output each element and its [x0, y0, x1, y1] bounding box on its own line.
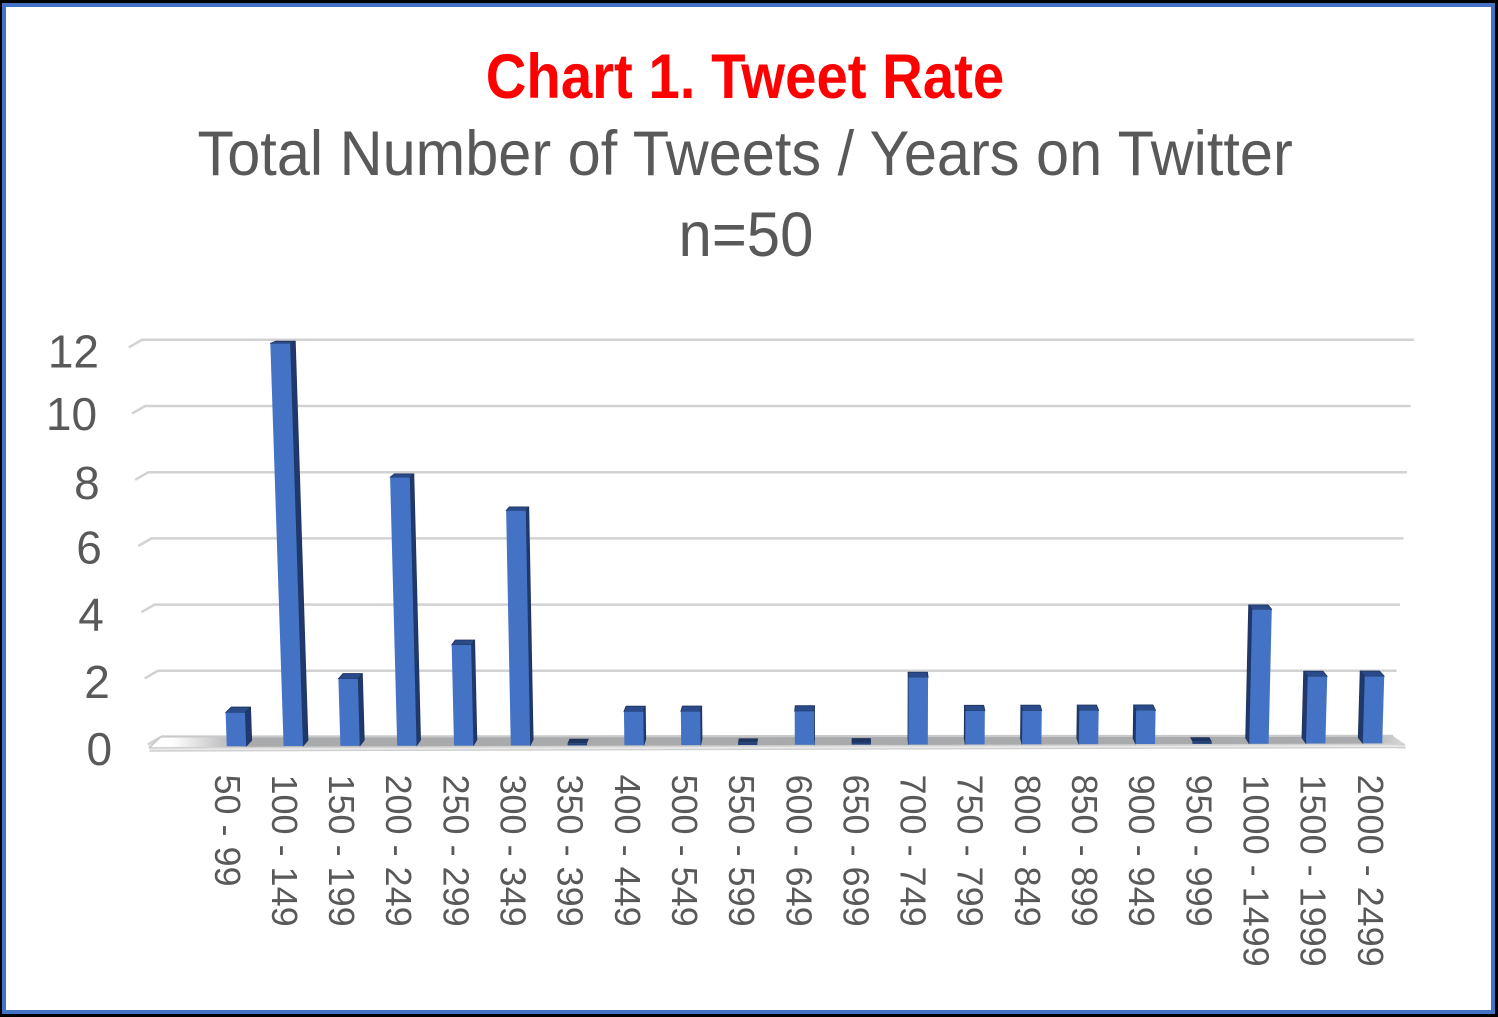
- svg-text:700 - 749: 700 - 749: [893, 775, 934, 927]
- svg-text:4: 4: [78, 588, 104, 640]
- svg-text:550 - 599: 550 - 599: [721, 775, 762, 927]
- svg-text:400 - 449: 400 - 449: [607, 775, 648, 927]
- svg-text:950 - 999: 950 - 999: [1178, 775, 1219, 927]
- svg-text:200 - 249: 200 - 249: [378, 775, 419, 927]
- svg-text:600 - 649: 600 - 649: [778, 775, 819, 927]
- svg-text:500 - 549: 500 - 549: [664, 775, 705, 927]
- svg-text:12: 12: [48, 326, 99, 378]
- svg-text:1000 - 1499: 1000 - 1499: [1236, 775, 1277, 967]
- svg-text:1500 - 1999: 1500 - 1999: [1293, 775, 1334, 967]
- svg-text:250 - 299: 250 - 299: [435, 775, 476, 927]
- svg-text:50 - 99: 50 - 99: [207, 775, 248, 887]
- svg-text:750 - 799: 750 - 799: [950, 775, 991, 927]
- svg-text:0: 0: [87, 723, 113, 775]
- svg-text:150 - 199: 150 - 199: [321, 775, 362, 927]
- svg-text:100 - 149: 100 - 149: [264, 775, 305, 927]
- svg-text:8: 8: [74, 457, 100, 509]
- svg-text:6: 6: [76, 522, 102, 574]
- svg-text:800 - 849: 800 - 849: [1007, 775, 1048, 927]
- svg-text:900 - 949: 900 - 949: [1121, 775, 1162, 927]
- svg-text:850 - 899: 850 - 899: [1064, 775, 1105, 927]
- svg-text:350 - 399: 350 - 399: [550, 775, 591, 927]
- svg-text:650 - 699: 650 - 699: [835, 775, 876, 927]
- svg-text:2: 2: [84, 656, 110, 708]
- svg-text:300 - 349: 300 - 349: [493, 775, 534, 927]
- svg-text:10: 10: [46, 388, 97, 440]
- svg-text:2000 - 2499: 2000 - 2499: [1350, 775, 1391, 967]
